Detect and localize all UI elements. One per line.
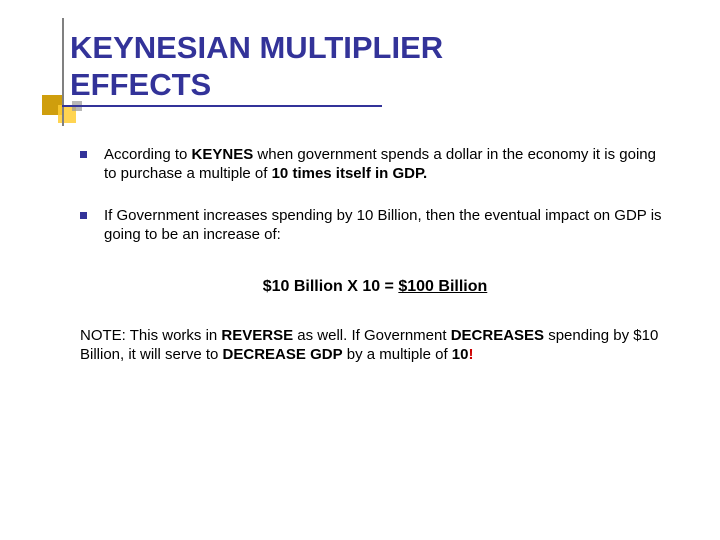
title-block: KEYNESIAN MULTIPLIER EFFECTS bbox=[70, 30, 670, 103]
equation-result: $100 Billion bbox=[398, 278, 487, 295]
list-item: According to KEYNES when government spen… bbox=[80, 145, 670, 183]
text: NOTE: This works in bbox=[80, 327, 221, 344]
text: According to bbox=[104, 146, 192, 163]
bold-text: KEYNES bbox=[192, 146, 254, 163]
title-line-1: KEYNESIAN MULTIPLIER bbox=[70, 30, 443, 65]
bold-text: 10 bbox=[452, 346, 469, 363]
slide-title: KEYNESIAN MULTIPLIER EFFECTS bbox=[70, 30, 670, 103]
text: as well. If Government bbox=[293, 327, 451, 344]
equation-lhs: $10 Billion X bbox=[263, 278, 363, 295]
equation-multiplier: 10 bbox=[362, 278, 380, 295]
text: by a multiple of bbox=[343, 346, 452, 363]
bold-text: REVERSE bbox=[221, 327, 293, 344]
text: If Government increases spending by 10 B… bbox=[104, 207, 662, 243]
list-item: If Government increases spending by 10 B… bbox=[80, 206, 670, 244]
equation: $10 Billion X 10 = $100 Billion bbox=[80, 278, 670, 296]
equation-eq: = bbox=[380, 278, 398, 295]
bold-text: DECREASE GDP bbox=[223, 346, 343, 363]
slide: KEYNESIAN MULTIPLIER EFFECTS According t… bbox=[0, 0, 720, 540]
bold-text: 10 times itself in GDP. bbox=[272, 165, 428, 182]
bullet-list: According to KEYNES when government spen… bbox=[80, 145, 670, 244]
note-paragraph: NOTE: This works in REVERSE as well. If … bbox=[80, 326, 670, 364]
title-line-2: EFFECTS bbox=[70, 67, 211, 102]
title-underline bbox=[62, 105, 382, 107]
exclamation: ! bbox=[468, 346, 473, 363]
title-vertical-rule bbox=[62, 18, 64, 126]
slide-body: According to KEYNES when government spen… bbox=[70, 145, 670, 364]
bold-text: DECREASES bbox=[451, 327, 544, 344]
